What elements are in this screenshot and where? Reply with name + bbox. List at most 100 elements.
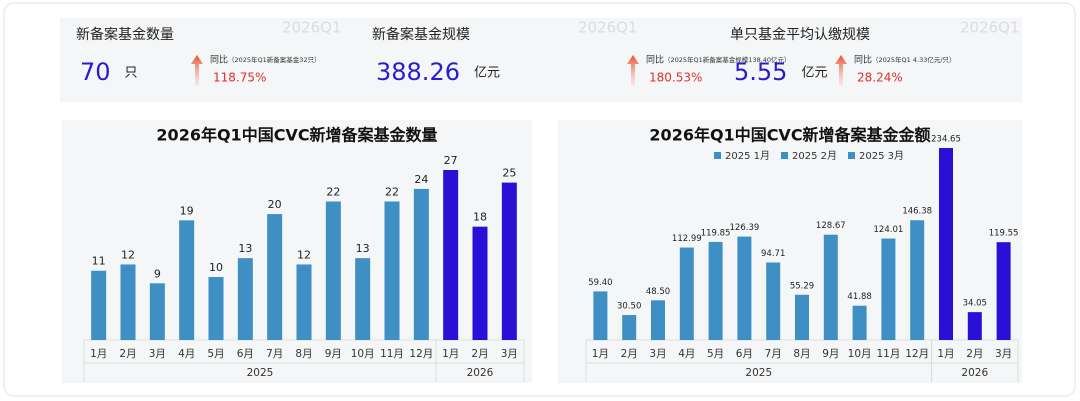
watermark: 2026Q1 bbox=[282, 19, 342, 37]
bar bbox=[179, 220, 195, 340]
value-label: 25 bbox=[502, 167, 516, 180]
yoy-change: 180.53% bbox=[649, 71, 702, 85]
bar bbox=[881, 238, 896, 340]
kpi-value: 388.26 bbox=[376, 58, 460, 86]
bar bbox=[651, 300, 665, 340]
value-label: 20 bbox=[268, 198, 282, 211]
bar bbox=[384, 201, 400, 340]
x-tick-label: 1月 bbox=[90, 348, 107, 360]
group-label: 2026 bbox=[961, 367, 988, 379]
x-tick-label: 3月 bbox=[501, 348, 518, 360]
kpi-title: 新备案基金规模 bbox=[372, 26, 470, 43]
kpi-panel bbox=[60, 18, 1022, 102]
x-tick-label: 4月 bbox=[678, 348, 695, 360]
value-label: 13 bbox=[238, 242, 252, 255]
legend-swatch bbox=[781, 152, 788, 159]
kpi-unit: 亿元 bbox=[474, 66, 500, 81]
x-tick-label: 4月 bbox=[178, 348, 195, 360]
x-tick-label: 5月 bbox=[707, 348, 724, 360]
value-label: 126.39 bbox=[730, 223, 760, 233]
yoy-label: 同比 bbox=[646, 54, 664, 66]
value-label: 124.01 bbox=[874, 225, 904, 235]
bar bbox=[413, 188, 429, 340]
x-tick-label: 1月 bbox=[442, 348, 459, 360]
x-tick-label: 11月 bbox=[876, 348, 900, 360]
value-label: 12 bbox=[297, 248, 311, 261]
legend-label: 2025 3月 bbox=[859, 150, 904, 162]
yoy-label: 同比 bbox=[854, 54, 872, 66]
kpi-unit: 亿元 bbox=[801, 66, 827, 81]
value-label: 18 bbox=[473, 211, 487, 224]
legend-label: 2025 2月 bbox=[792, 150, 837, 162]
value-label: 22 bbox=[326, 185, 340, 198]
watermark: 2026Q1 bbox=[960, 19, 1020, 37]
x-tick-label: 2月 bbox=[119, 348, 136, 360]
x-tick-label: 11月 bbox=[380, 348, 404, 360]
bar bbox=[267, 214, 283, 340]
legend-label: 2025 1月 bbox=[725, 150, 770, 162]
up-arrow bbox=[835, 55, 847, 86]
value-label: 112.99 bbox=[672, 234, 702, 244]
kpi-value: 70 bbox=[80, 58, 111, 86]
value-label: 55.29 bbox=[790, 281, 814, 291]
legend-swatch bbox=[848, 152, 855, 159]
value-label: 128.67 bbox=[816, 221, 846, 231]
value-label: 30.50 bbox=[617, 302, 641, 312]
value-label: 48.50 bbox=[646, 287, 670, 297]
value-label: 22 bbox=[385, 185, 399, 198]
x-tick-label: 7月 bbox=[266, 348, 283, 360]
yoy-label: 同比 bbox=[210, 54, 228, 66]
x-tick-label: 2月 bbox=[471, 348, 488, 360]
value-label: 11 bbox=[92, 255, 106, 268]
yoy-note: （2025年Q1新备案基金规模138.40亿元） bbox=[664, 55, 791, 64]
bar bbox=[296, 264, 312, 340]
bar bbox=[679, 247, 694, 340]
chart-title: 2026年Q1中国CVC新增备案基金金额 bbox=[649, 126, 930, 145]
yoy-note: （2025年Q1新备案基金32只） bbox=[228, 55, 321, 64]
value-label: 41.88 bbox=[847, 292, 871, 302]
up-arrow bbox=[627, 55, 639, 86]
bar bbox=[622, 315, 637, 340]
bar bbox=[149, 283, 165, 340]
bar bbox=[325, 201, 341, 340]
bar bbox=[823, 234, 838, 340]
kpi-title: 单只基金平均认缴规模 bbox=[730, 26, 870, 43]
up-arrow bbox=[191, 55, 203, 86]
group-label: 2026 bbox=[467, 367, 494, 379]
bar bbox=[852, 305, 867, 340]
x-tick-label: 1月 bbox=[592, 348, 609, 360]
x-tick-label: 12月 bbox=[409, 348, 433, 360]
x-tick-label: 6月 bbox=[237, 348, 254, 360]
bar bbox=[967, 312, 982, 340]
value-label: 119.55 bbox=[989, 229, 1019, 239]
value-label: 9 bbox=[154, 267, 161, 280]
x-tick-label: 8月 bbox=[295, 348, 312, 360]
x-tick-label: 2月 bbox=[966, 348, 983, 360]
x-tick-label: 6月 bbox=[736, 348, 753, 360]
bar bbox=[208, 277, 224, 340]
bar bbox=[593, 291, 608, 340]
bar bbox=[355, 258, 371, 340]
bar bbox=[708, 241, 723, 340]
bar bbox=[472, 226, 488, 340]
bar bbox=[795, 294, 809, 340]
bar bbox=[939, 148, 953, 340]
value-label: 10 bbox=[209, 261, 223, 274]
bar bbox=[996, 242, 1011, 340]
yoy-change: 118.75% bbox=[213, 71, 266, 85]
value-label: 19 bbox=[180, 204, 194, 217]
value-label: 234.65 bbox=[931, 135, 961, 145]
bar bbox=[120, 264, 136, 340]
value-label: 119.85 bbox=[701, 228, 731, 238]
x-tick-label: 10月 bbox=[848, 348, 872, 360]
bar bbox=[443, 170, 459, 340]
kpi-unit: 只 bbox=[125, 66, 138, 81]
bar bbox=[237, 258, 253, 340]
bar bbox=[91, 270, 107, 340]
x-tick-label: 5月 bbox=[207, 348, 224, 360]
yoy-change: 28.24% bbox=[857, 71, 903, 85]
x-tick-label: 3月 bbox=[649, 348, 666, 360]
yoy-note: （2025年Q1 4.33亿元/只） bbox=[872, 55, 956, 64]
kpi-value: 5.55 bbox=[734, 58, 787, 86]
